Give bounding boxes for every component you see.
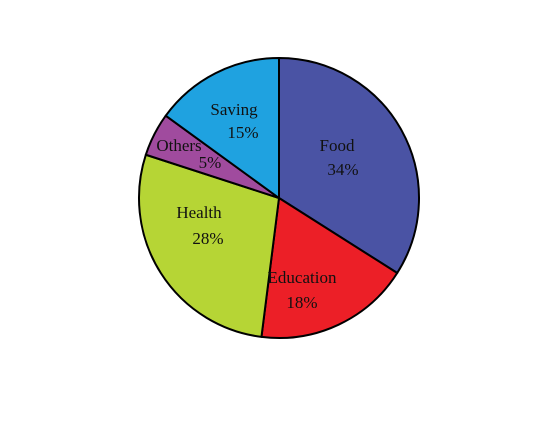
slice-value-others: 5% <box>199 153 222 172</box>
slice-value-food: 34% <box>327 160 358 179</box>
slice-label-others: Others <box>156 136 201 155</box>
pie-slice-saving <box>164 57 280 199</box>
slice-value-health: 28% <box>192 229 223 248</box>
slice-label-saving: Saving <box>210 100 258 119</box>
slice-value-saving: 15% <box>227 123 258 142</box>
pie-slice-health <box>138 153 280 338</box>
slice-value-education: 18% <box>286 293 317 312</box>
slice-label-health: Health <box>176 203 222 222</box>
pie-slices <box>138 57 420 340</box>
slice-label-food: Food <box>320 136 355 155</box>
slice-label-education: Education <box>268 268 337 287</box>
pie-slice-education <box>260 197 399 340</box>
